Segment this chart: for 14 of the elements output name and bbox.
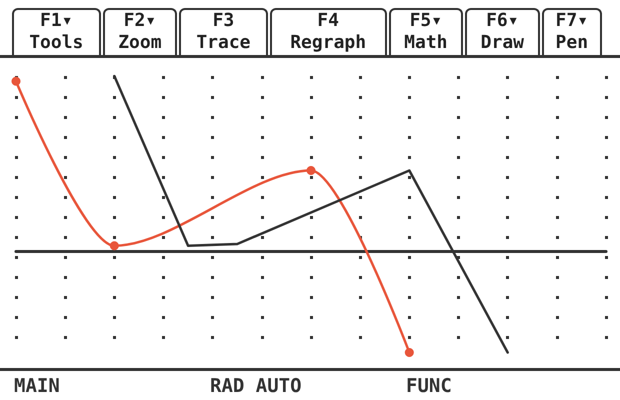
menu-tab: F3 Trace <box>179 8 268 55</box>
point <box>306 166 316 175</box>
point <box>110 241 119 250</box>
text: RAD AUTO <box>210 375 302 397</box>
point <box>12 76 20 86</box>
menu-tab: F1▾ Tools <box>12 8 101 55</box>
menu-tab: F6▾ Draw <box>465 8 540 55</box>
point <box>404 348 414 357</box>
menu-tab: F5▾ Math <box>388 8 464 55</box>
menu-tab: F7▾ Pen <box>542 8 602 55</box>
text: FUNC <box>406 375 452 397</box>
menu-tab: F4 Regraph <box>270 8 387 55</box>
text: MAIN <box>14 375 60 397</box>
menu-tab: F2▾ Zoom <box>102 8 178 55</box>
